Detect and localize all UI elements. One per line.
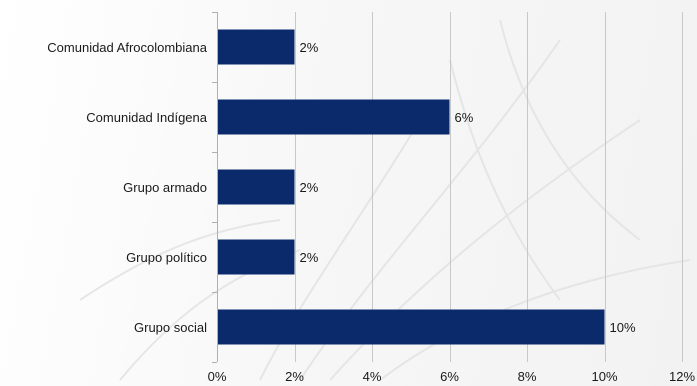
bar-5: [218, 309, 605, 345]
x-tick-label: 10%: [591, 369, 617, 384]
x-axis-tick-labels: 0% 2% 4% 6% 8% 10% 12%: [208, 369, 696, 384]
bar-3: [218, 169, 295, 205]
bar-2: [218, 99, 450, 135]
x-tick-label: 4%: [363, 369, 382, 384]
data-labels: 2% 6% 2% 2% 10%: [300, 40, 636, 335]
data-label: 2%: [300, 180, 319, 195]
data-label: 6%: [455, 110, 474, 125]
x-tick-label: 8%: [518, 369, 537, 384]
data-label: 10%: [610, 320, 636, 335]
x-tick-label: 12%: [669, 369, 695, 384]
bar-4: [218, 239, 295, 275]
category-label: Comunidad Afrocolombiana: [47, 40, 207, 55]
category-label: Grupo social: [134, 320, 207, 335]
bars: [218, 29, 605, 345]
gridlines: [212, 12, 683, 363]
data-label: 2%: [300, 40, 319, 55]
x-tick-label: 0%: [208, 369, 227, 384]
category-label: Comunidad Indígena: [86, 110, 207, 125]
data-label: 2%: [300, 250, 319, 265]
category-label: Grupo político: [126, 250, 207, 265]
x-tick-label: 6%: [440, 369, 459, 384]
category-label: Grupo armado: [123, 180, 207, 195]
category-labels: Comunidad Afrocolombiana Comunidad Indíge…: [47, 40, 207, 335]
x-tick-label: 2%: [285, 369, 304, 384]
bar-1: [218, 29, 295, 65]
